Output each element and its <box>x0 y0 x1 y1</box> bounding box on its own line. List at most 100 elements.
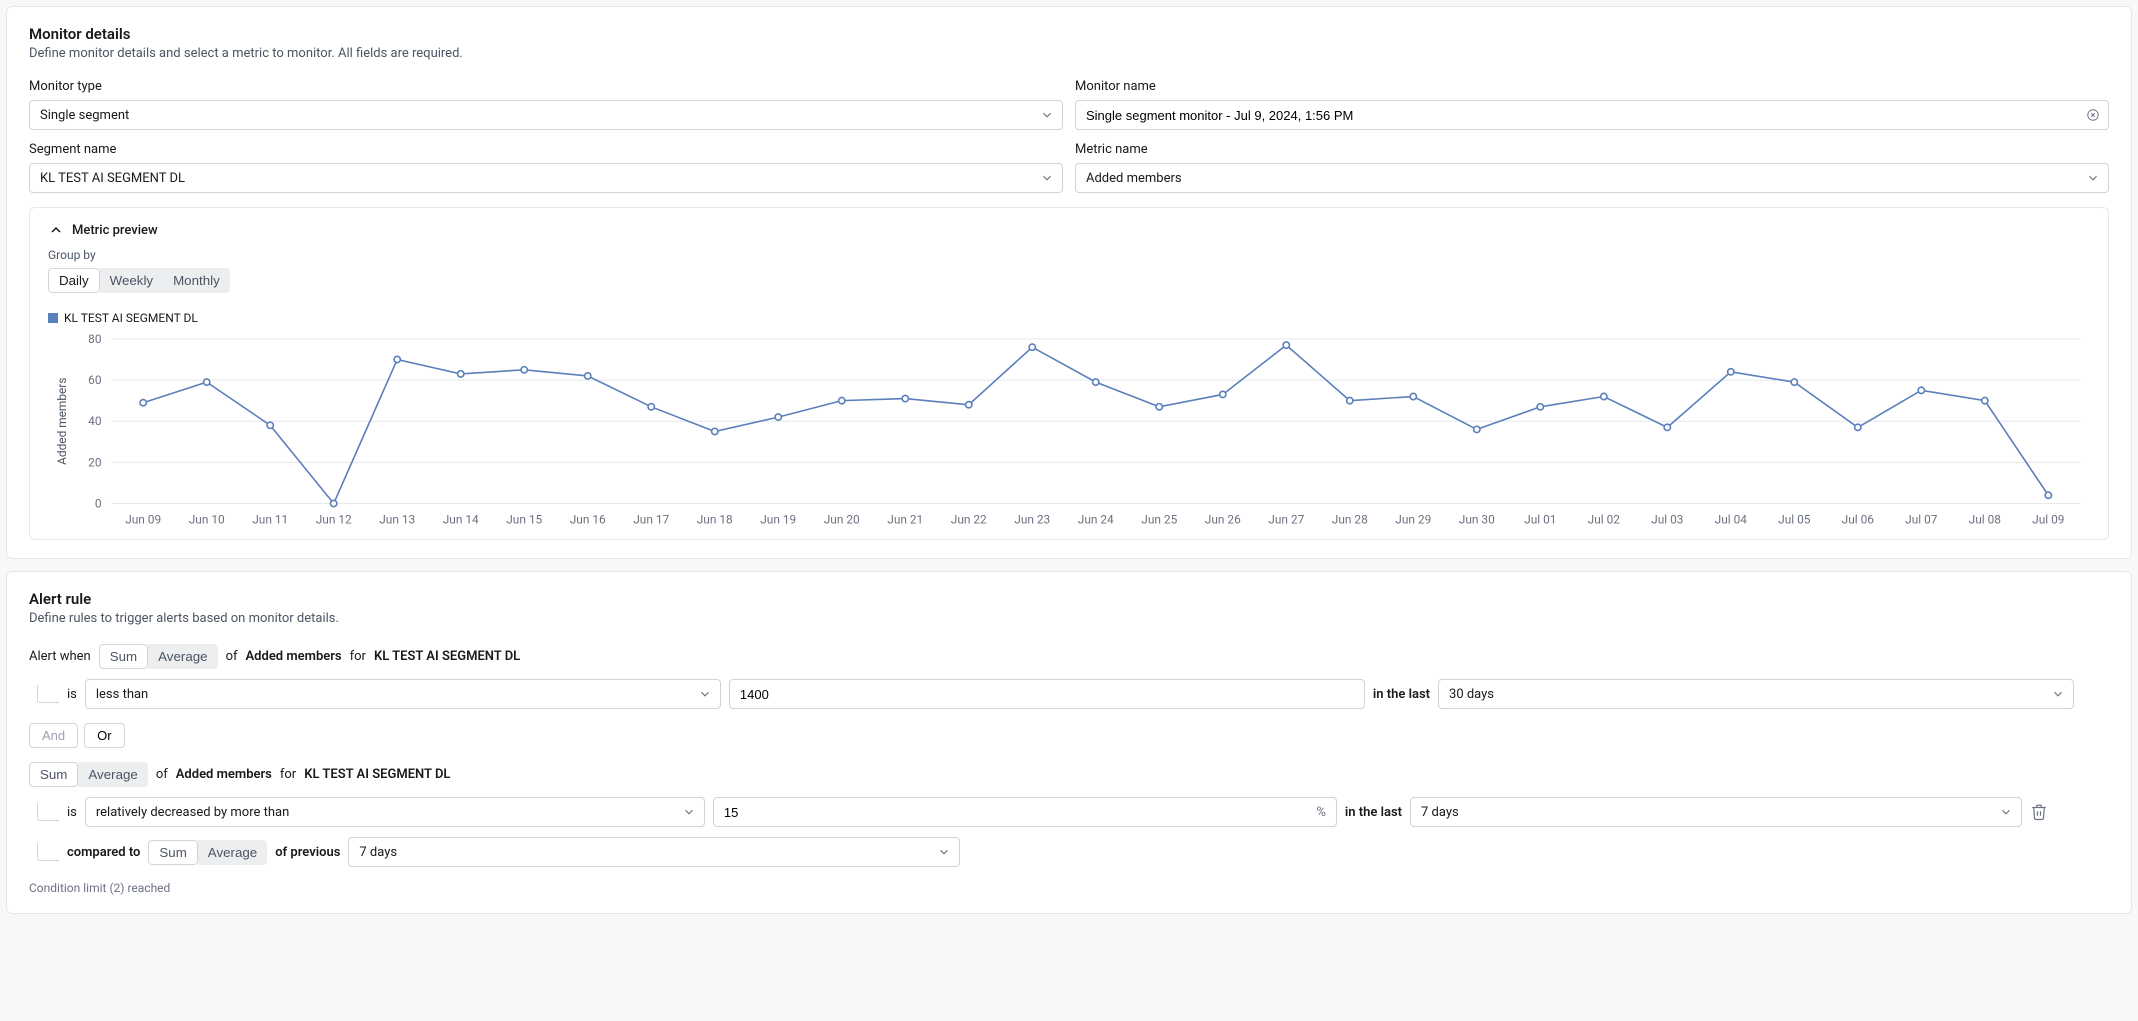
data-point <box>1347 397 1353 403</box>
group-by-option-weekly[interactable]: Weekly <box>100 268 163 293</box>
chevron-down-icon <box>698 687 712 701</box>
segment-name-field: Segment name KL TEST AI SEGMENT DL <box>29 142 1063 193</box>
data-point <box>458 371 464 377</box>
cond2-window-value: 7 days <box>1421 805 1459 820</box>
monitor-name-input[interactable] <box>1086 108 2078 123</box>
for-text: for <box>350 649 366 664</box>
condition-2-header: SumAverage of Added members for KL TEST … <box>29 762 2109 787</box>
cond1-agg-average[interactable]: Average <box>148 644 217 669</box>
segment-name-value: KL TEST AI SEGMENT DL <box>40 171 185 186</box>
data-point <box>1982 397 1988 403</box>
chevron-up-icon[interactable] <box>48 222 64 238</box>
chevron-down-icon <box>2086 171 2100 185</box>
data-point <box>1156 404 1162 410</box>
data-point <box>1220 391 1226 397</box>
group-by-option-daily[interactable]: Daily <box>48 268 100 293</box>
monitor-name-field: Monitor name <box>1075 79 2109 130</box>
cond1-value-input-wrap[interactable] <box>729 679 1365 709</box>
data-point <box>1664 424 1670 430</box>
monitor-name-label: Monitor name <box>1075 79 2109 94</box>
condition-1-sum-avg-toggle: SumAverage <box>99 644 218 669</box>
data-point <box>1283 342 1289 348</box>
svg-text:Jun 26: Jun 26 <box>1205 512 1241 526</box>
in-the-last-text-2: in the last <box>1345 805 1402 820</box>
cond2-agg-sum[interactable]: Sum <box>29 762 78 787</box>
cond1-metric-a: Added members <box>246 649 342 664</box>
cond2-metric-b: KL TEST AI SEGMENT DL <box>304 767 450 782</box>
chevron-down-icon <box>937 845 951 859</box>
cond1-agg-sum[interactable]: Sum <box>99 644 148 669</box>
svg-text:Jun 22: Jun 22 <box>951 512 987 526</box>
svg-text:Jul 09: Jul 09 <box>2032 512 2064 526</box>
cond2-prev-window-value: 7 days <box>359 845 397 860</box>
y-axis-label: Added members <box>55 378 69 465</box>
for-text-2: for <box>280 767 296 782</box>
svg-text:Jun 13: Jun 13 <box>379 512 415 526</box>
alert-rule-title: Alert rule <box>29 590 2109 608</box>
clear-input-icon[interactable] <box>2086 108 2100 122</box>
data-point <box>648 404 654 410</box>
condition-1-body: is less than in the last 30 days <box>29 679 2109 709</box>
in-the-last-text: in the last <box>1373 687 1430 702</box>
data-point <box>1474 426 1480 432</box>
svg-text:Jun 29: Jun 29 <box>1395 512 1431 526</box>
monitor-name-input-wrap[interactable] <box>1075 100 2109 130</box>
or-button[interactable]: Or <box>84 723 124 748</box>
condition-2-body-row-2: compared to SumAverage of previous 7 day… <box>29 837 2109 867</box>
legend-series-label: KL TEST AI SEGMENT DL <box>64 311 198 325</box>
condition-1-header: Alert when SumAverage of Added members f… <box>29 644 2109 669</box>
svg-text:Jul 04: Jul 04 <box>1715 512 1748 526</box>
cond1-value-input[interactable] <box>740 687 1354 702</box>
cond2-agg-average[interactable]: Average <box>78 762 147 787</box>
data-point <box>839 397 845 403</box>
svg-text:Jul 03: Jul 03 <box>1651 512 1683 526</box>
cond2-value-input-wrap[interactable]: % <box>713 797 1337 827</box>
alert-rule-card: Alert rule Define rules to trigger alert… <box>6 571 2132 914</box>
data-point <box>902 395 908 401</box>
svg-text:Jun 20: Jun 20 <box>824 512 860 526</box>
monitor-type-select[interactable]: Single segment <box>29 100 1063 130</box>
cond2-window-select[interactable]: 7 days <box>1410 797 2022 827</box>
svg-text:Jun 23: Jun 23 <box>1014 512 1050 526</box>
data-point <box>267 422 273 428</box>
cond1-metric-b: KL TEST AI SEGMENT DL <box>374 649 520 664</box>
cond2-prev-window-select[interactable]: 7 days <box>348 837 960 867</box>
chevron-down-icon <box>1999 805 2013 819</box>
segment-name-select[interactable]: KL TEST AI SEGMENT DL <box>29 163 1063 193</box>
and-button[interactable]: And <box>29 723 78 748</box>
chart-legend: KL TEST AI SEGMENT DL <box>48 311 2090 325</box>
of-text-2: of <box>156 767 168 782</box>
condition-limit-note: Condition limit (2) reached <box>29 881 2109 895</box>
is-text: is <box>67 687 77 702</box>
data-point <box>1791 379 1797 385</box>
group-by-option-monthly[interactable]: Monthly <box>163 268 230 293</box>
svg-text:Jul 06: Jul 06 <box>1842 512 1875 526</box>
data-series-line <box>143 345 2048 503</box>
cond1-operator-value: less than <box>96 687 148 702</box>
svg-text:Jun 21: Jun 21 <box>887 512 923 526</box>
delete-condition-icon[interactable] <box>2030 803 2048 821</box>
of-text: of <box>226 649 238 664</box>
svg-text:Jun 18: Jun 18 <box>697 512 733 526</box>
svg-text:Jul 07: Jul 07 <box>1905 512 1938 526</box>
data-point <box>712 428 718 434</box>
cond2-operator-select[interactable]: relatively decreased by more than <box>85 797 705 827</box>
data-point <box>204 379 210 385</box>
svg-text:40: 40 <box>88 414 101 428</box>
cond2-compared-agg-sum[interactable]: Sum <box>148 840 197 865</box>
cond1-operator-select[interactable]: less than <box>85 679 721 709</box>
monitor-form-grid: Monitor type Single segment Monitor name… <box>29 79 2109 193</box>
monitor-details-card: Monitor details Define monitor details a… <box>6 6 2132 559</box>
cond2-compared-agg-average[interactable]: Average <box>198 840 267 865</box>
svg-text:Jul 02: Jul 02 <box>1588 512 1621 526</box>
metric-name-select[interactable]: Added members <box>1075 163 2109 193</box>
monitor-details-title: Monitor details <box>29 25 2109 43</box>
data-point <box>140 400 146 406</box>
logic-group: And Or <box>29 723 125 748</box>
connector-line <box>37 843 59 861</box>
cond1-window-select[interactable]: 30 days <box>1438 679 2074 709</box>
alert-when-text: Alert when <box>29 649 91 664</box>
data-point <box>1855 424 1861 430</box>
cond2-value-input[interactable] <box>724 805 1306 820</box>
metric-name-field: Metric name Added members <box>1075 142 2109 193</box>
